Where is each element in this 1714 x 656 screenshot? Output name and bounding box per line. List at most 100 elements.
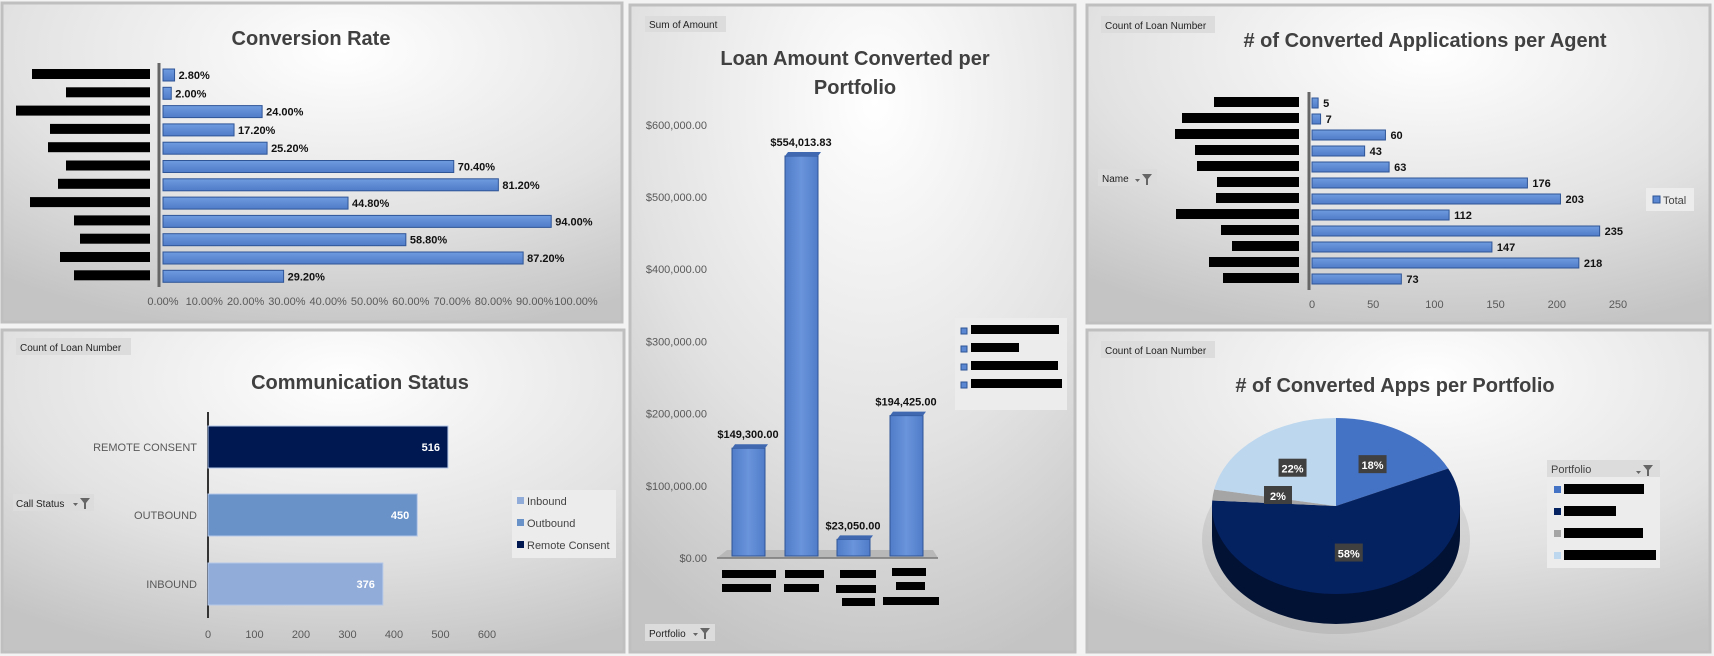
redacted-label (1216, 193, 1299, 203)
data-label: 60 (1390, 130, 1402, 142)
redacted-label (1214, 97, 1299, 107)
data-label: 17.20% (238, 125, 276, 137)
x-tick-label: 0.00% (147, 296, 178, 308)
communication-status-title: Communication Status (251, 372, 469, 394)
redacted-label (971, 343, 1019, 352)
pie-slice[interactable] (1212, 468, 1460, 594)
legend-swatch (1652, 195, 1661, 204)
data-label: 5 (1323, 98, 1329, 110)
bar[interactable] (162, 86, 172, 100)
x-tick-label: 500 (431, 629, 449, 641)
bar[interactable] (1311, 161, 1390, 173)
bar[interactable] (207, 425, 449, 469)
conversion-rate-title: Conversion Rate (232, 28, 391, 50)
data-label: $149,300.00 (717, 429, 778, 441)
redacted-label (836, 585, 876, 593)
bar[interactable] (162, 178, 499, 192)
bar[interactable] (162, 214, 552, 228)
bar[interactable] (1311, 193, 1561, 205)
legend-swatch (517, 519, 524, 526)
data-label: 81.20% (502, 180, 540, 192)
bar[interactable] (1311, 209, 1450, 221)
data-label: 43 (1370, 146, 1382, 158)
data-label: 73 (1406, 274, 1418, 286)
bar[interactable] (162, 123, 235, 137)
legend-swatch[interactable] (1554, 552, 1561, 559)
bar[interactable] (162, 269, 285, 283)
portfolio-legend-title: Portfolio (1551, 464, 1591, 476)
count-of-loan-number-button[interactable]: Count of Loan Number (1101, 341, 1215, 358)
redacted-label (48, 142, 150, 153)
redacted-label (722, 570, 776, 578)
bar[interactable] (207, 562, 384, 606)
redacted-label (32, 69, 150, 79)
y-tick-label: $500,000.00 (646, 192, 707, 204)
data-label: $23,050.00 (825, 520, 880, 532)
sum-of-amount-button[interactable]: Sum of Amount (645, 16, 726, 32)
x-tick-label: 250 (1609, 299, 1627, 311)
redacted-label (30, 197, 150, 208)
redacted-label (1217, 177, 1299, 187)
bar[interactable] (162, 105, 263, 119)
agent-applications-title: # of Converted Applications per Agent (1244, 30, 1607, 52)
bar-top (785, 152, 821, 157)
x-tick-label: 300 (338, 629, 356, 641)
x-tick-label: 70.00% (433, 296, 471, 308)
bar[interactable] (162, 251, 524, 265)
x-tick-label: 100 (1425, 299, 1443, 311)
data-label: 87.20% (527, 253, 565, 265)
bar[interactable] (162, 196, 349, 210)
data-label: 29.20% (288, 271, 326, 283)
redacted-label (971, 325, 1059, 334)
bar[interactable] (207, 493, 418, 537)
legend-swatch[interactable] (1554, 486, 1561, 493)
legend-swatch[interactable] (1554, 508, 1561, 515)
legend-swatch (960, 327, 968, 335)
bar[interactable] (1311, 129, 1386, 141)
bar[interactable] (1311, 241, 1493, 253)
x-tick-label: 0 (205, 629, 211, 641)
bar[interactable] (1311, 113, 1322, 125)
pie-slice[interactable] (1214, 418, 1336, 506)
redacted-label (971, 379, 1062, 388)
redacted-label (60, 252, 150, 262)
x-tick-label: 50.00% (351, 296, 389, 308)
filter-icon[interactable] (1636, 465, 1653, 476)
bar[interactable] (1311, 257, 1580, 269)
floor (717, 550, 938, 558)
svg-text:Count of Loan Number: Count of Loan Number (20, 343, 122, 354)
agent-applications-panel[interactable] (1085, 3, 1712, 325)
filter-icon (693, 628, 710, 639)
bar[interactable] (731, 447, 766, 557)
legend-swatch[interactable] (1554, 530, 1561, 537)
data-label: 176 (1532, 178, 1550, 190)
x-tick-label: 20.00% (227, 296, 265, 308)
count-of-loan-number-button[interactable]: Count of Loan Number (1101, 16, 1215, 33)
bar[interactable] (162, 68, 176, 82)
category-label: REMOTE CONSENT (93, 442, 197, 454)
x-tick-label: 200 (1548, 299, 1566, 311)
bar[interactable] (1311, 145, 1366, 157)
x-tick-label: 100 (245, 629, 263, 641)
svg-text:Count of Loan Number: Count of Loan Number (1105, 346, 1207, 357)
name-filter-button[interactable]: Name (1098, 169, 1157, 186)
bar[interactable] (1311, 97, 1319, 109)
bar[interactable] (1311, 177, 1528, 189)
bar[interactable] (162, 233, 407, 247)
bar[interactable] (162, 141, 268, 155)
bar[interactable] (1311, 273, 1402, 285)
x-tick-label: 30.00% (268, 296, 306, 308)
bar[interactable] (784, 155, 819, 557)
count-of-loan-number-button[interactable]: Count of Loan Number (16, 338, 131, 355)
x-tick-label: 90.00% (516, 296, 554, 308)
bar[interactable] (836, 538, 871, 557)
bar[interactable] (889, 415, 924, 557)
pie-slice[interactable] (1336, 418, 1449, 506)
bar[interactable] (1311, 225, 1601, 237)
portfolio-filter-button[interactable]: Portfolio (645, 624, 715, 641)
svg-text:Portfolio: Portfolio (649, 629, 686, 640)
bar[interactable] (162, 160, 455, 173)
redacted-label (74, 215, 150, 226)
call-status-filter-button[interactable]: Call Status (13, 494, 94, 511)
